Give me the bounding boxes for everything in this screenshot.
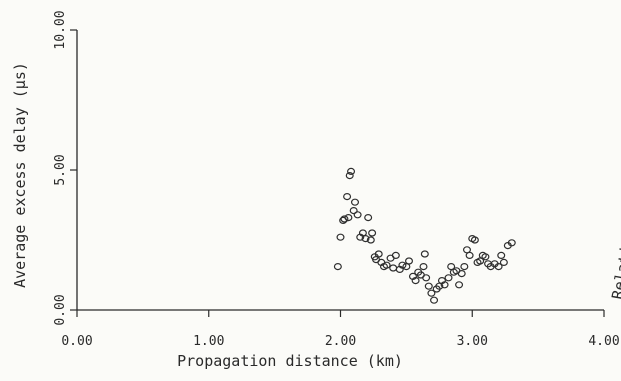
data-point — [345, 172, 354, 180]
data-point — [344, 214, 353, 222]
y-axis-title: Average excess delay (µs) — [11, 62, 29, 288]
data-point — [470, 236, 479, 244]
y-tick-label: 10.00 — [53, 10, 68, 49]
y-tick-labels: 0.00 5.00 10.00 — [53, 10, 68, 325]
data-point — [430, 296, 439, 304]
x-tick-label: 2.00 — [325, 334, 356, 349]
data-point — [361, 235, 370, 243]
data-point — [455, 281, 464, 289]
x-tick-label: 3.00 — [457, 334, 488, 349]
data-point — [391, 251, 400, 259]
data-point — [349, 207, 358, 215]
data-point — [350, 198, 359, 206]
data-point — [368, 229, 377, 237]
right-axis-title: Relative power density — [608, 102, 621, 301]
data-point — [353, 211, 362, 219]
x-tick-labels: 0.00 1.00 2.00 3.00 4.00 — [61, 334, 619, 349]
y-tick-label: 5.00 — [53, 154, 68, 185]
data-point — [336, 233, 345, 241]
data-point — [374, 250, 383, 258]
data-point — [343, 193, 352, 201]
data-point — [398, 261, 407, 269]
data-point — [340, 215, 349, 223]
data-point — [424, 282, 433, 290]
data-point — [507, 239, 516, 247]
data-point — [481, 253, 490, 261]
data-point — [419, 263, 428, 271]
data-point — [444, 274, 453, 282]
data-point — [347, 167, 356, 175]
data-point — [405, 257, 414, 265]
x-tick-label: 1.00 — [193, 334, 224, 349]
data-point — [420, 250, 429, 258]
data-point — [333, 263, 342, 271]
data-point — [465, 251, 474, 259]
x-tick-label: 4.00 — [588, 334, 619, 349]
data-points — [333, 167, 516, 304]
data-point — [364, 214, 373, 222]
data-point — [499, 258, 508, 266]
data-point — [366, 236, 375, 244]
data-point — [494, 263, 503, 271]
data-point — [440, 281, 449, 289]
x-axis-title: Propagation distance (km) — [177, 352, 403, 370]
data-point — [389, 264, 398, 272]
y-tick-label: 0.00 — [53, 294, 68, 325]
x-tick-label: 0.00 — [61, 334, 92, 349]
data-point — [427, 289, 436, 297]
data-point — [497, 251, 506, 259]
data-point — [422, 274, 431, 282]
data-point — [382, 261, 391, 269]
tick-marks — [70, 29, 605, 317]
data-point — [411, 277, 420, 285]
data-point — [457, 270, 466, 278]
data-point — [460, 263, 469, 271]
